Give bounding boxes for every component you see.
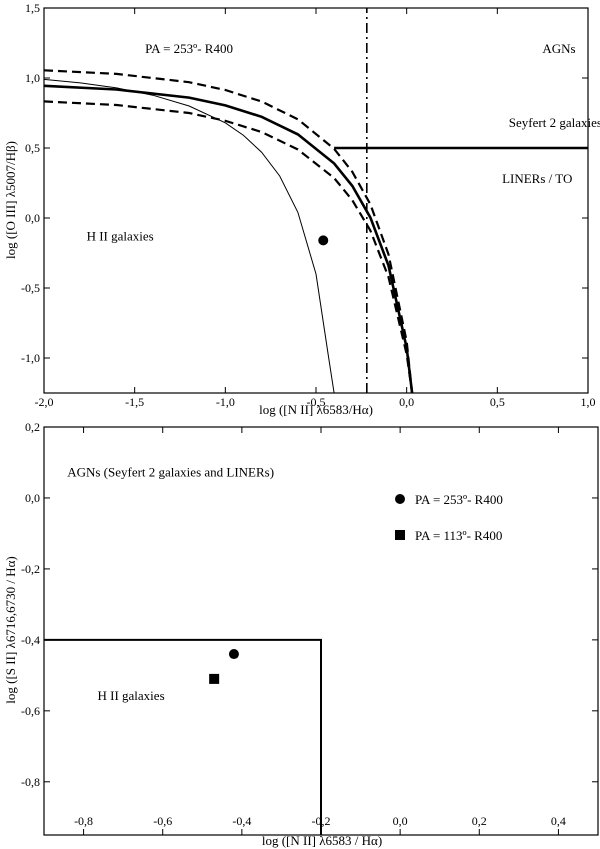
- top-y-tick-label: 0,0: [25, 211, 40, 225]
- bottom-x-tick-label: 0,2: [472, 814, 487, 828]
- legend-marker-square: [395, 530, 405, 540]
- bottom-x-tick-label: -0,8: [74, 814, 93, 828]
- legend-entry-label: PA = 113º- R400: [415, 528, 502, 543]
- bottom-x-tick-label: -0,2: [312, 814, 331, 828]
- top-x-tick-label: -1,5: [125, 395, 144, 409]
- top-region-annotation: LINERs / TO: [502, 171, 572, 186]
- top-curve-thin-3: [43, 78, 335, 394]
- legend-marker-circle: [395, 494, 405, 504]
- bottom-y-tick-label: -0,6: [21, 704, 40, 718]
- bottom-x-tick-label: -0,6: [153, 814, 172, 828]
- bottom-x-tick-label: 0,4: [551, 814, 566, 828]
- bottom-y-tick-label: -0,2: [21, 562, 40, 576]
- bottom-data-point-circle: [228, 649, 239, 660]
- top-region-annotation: AGNs: [542, 41, 575, 56]
- top-curve-thick-0: [43, 84, 414, 394]
- top-y-axis-label: log ([O III] λ5007/Hβ): [3, 141, 18, 259]
- top-x-axis-label: log ([N II] λ6583/Hα): [259, 402, 373, 417]
- top-x-tick-label: 0,0: [399, 395, 414, 409]
- legend-entry-label: PA = 253º- R400: [415, 492, 503, 507]
- top-x-tick-label: -1,0: [216, 395, 235, 409]
- bottom-x-tick-label: -0,4: [232, 814, 251, 828]
- bottom-y-tick-label: 0,2: [25, 420, 40, 434]
- top-y-tick-label: 0,5: [25, 141, 40, 155]
- bottom-panel-sii-vs-nii: -0,8 -0,6 -0,4 -0,2 0,0 0,2 0,4 -0,8 -0,6 -0,4 -0,…: [3, 420, 599, 848]
- bottom-y-tick-label: -0,8: [21, 775, 40, 789]
- top-y-tick-label: -1,0: [21, 351, 40, 365]
- bottom-y-tick-label: 0,0: [25, 491, 40, 505]
- bottom-region-annotation: H II galaxies: [97, 688, 164, 703]
- top-plot-frame: [43, 7, 589, 394]
- top-panel-oiii-vs-nii: -2,0 -1,5 -1,0 -0,5 0,0 0,5 1,0 -1,0 -0,5 0,0 0,5 1…: [3, 1, 600, 417]
- bottom-y-tick-label: -0,4: [21, 633, 40, 647]
- top-x-tick-label: 1,0: [581, 395, 596, 409]
- top-y-tick-label: 1,5: [25, 1, 40, 15]
- bottom-hii-boundary-line: [44, 638, 322, 835]
- bottom-region-annotation: AGNs (Seyfert 2 galaxies and LINERs): [67, 465, 274, 480]
- top-region-annotation: Seyfert 2 galaxies: [509, 115, 600, 130]
- top-x-tick-label: -0,5: [307, 395, 326, 409]
- top-data-point-circle: [318, 235, 329, 246]
- top-curve-dashed-1: [43, 69, 414, 394]
- bottom-y-axis-label: log ([S II] λ6716,6730 / Hα): [3, 556, 18, 703]
- top-x-tick-label: 0,5: [490, 395, 505, 409]
- top-region-annotation: PA = 253º- R400: [145, 41, 233, 56]
- top-y-tick-label: -0,5: [21, 281, 40, 295]
- top-y-tick-label: 1,0: [25, 71, 40, 85]
- bottom-x-tick-label: 0,0: [393, 814, 408, 828]
- top-region-annotation: H II galaxies: [87, 228, 154, 243]
- bottom-x-axis-label: log ([N II] λ6583 / Hα): [262, 833, 382, 848]
- top-x-tick-label: -2,0: [35, 395, 54, 409]
- bottom-data-point-square: [209, 673, 220, 684]
- top-curve-dashed-2: [43, 100, 414, 394]
